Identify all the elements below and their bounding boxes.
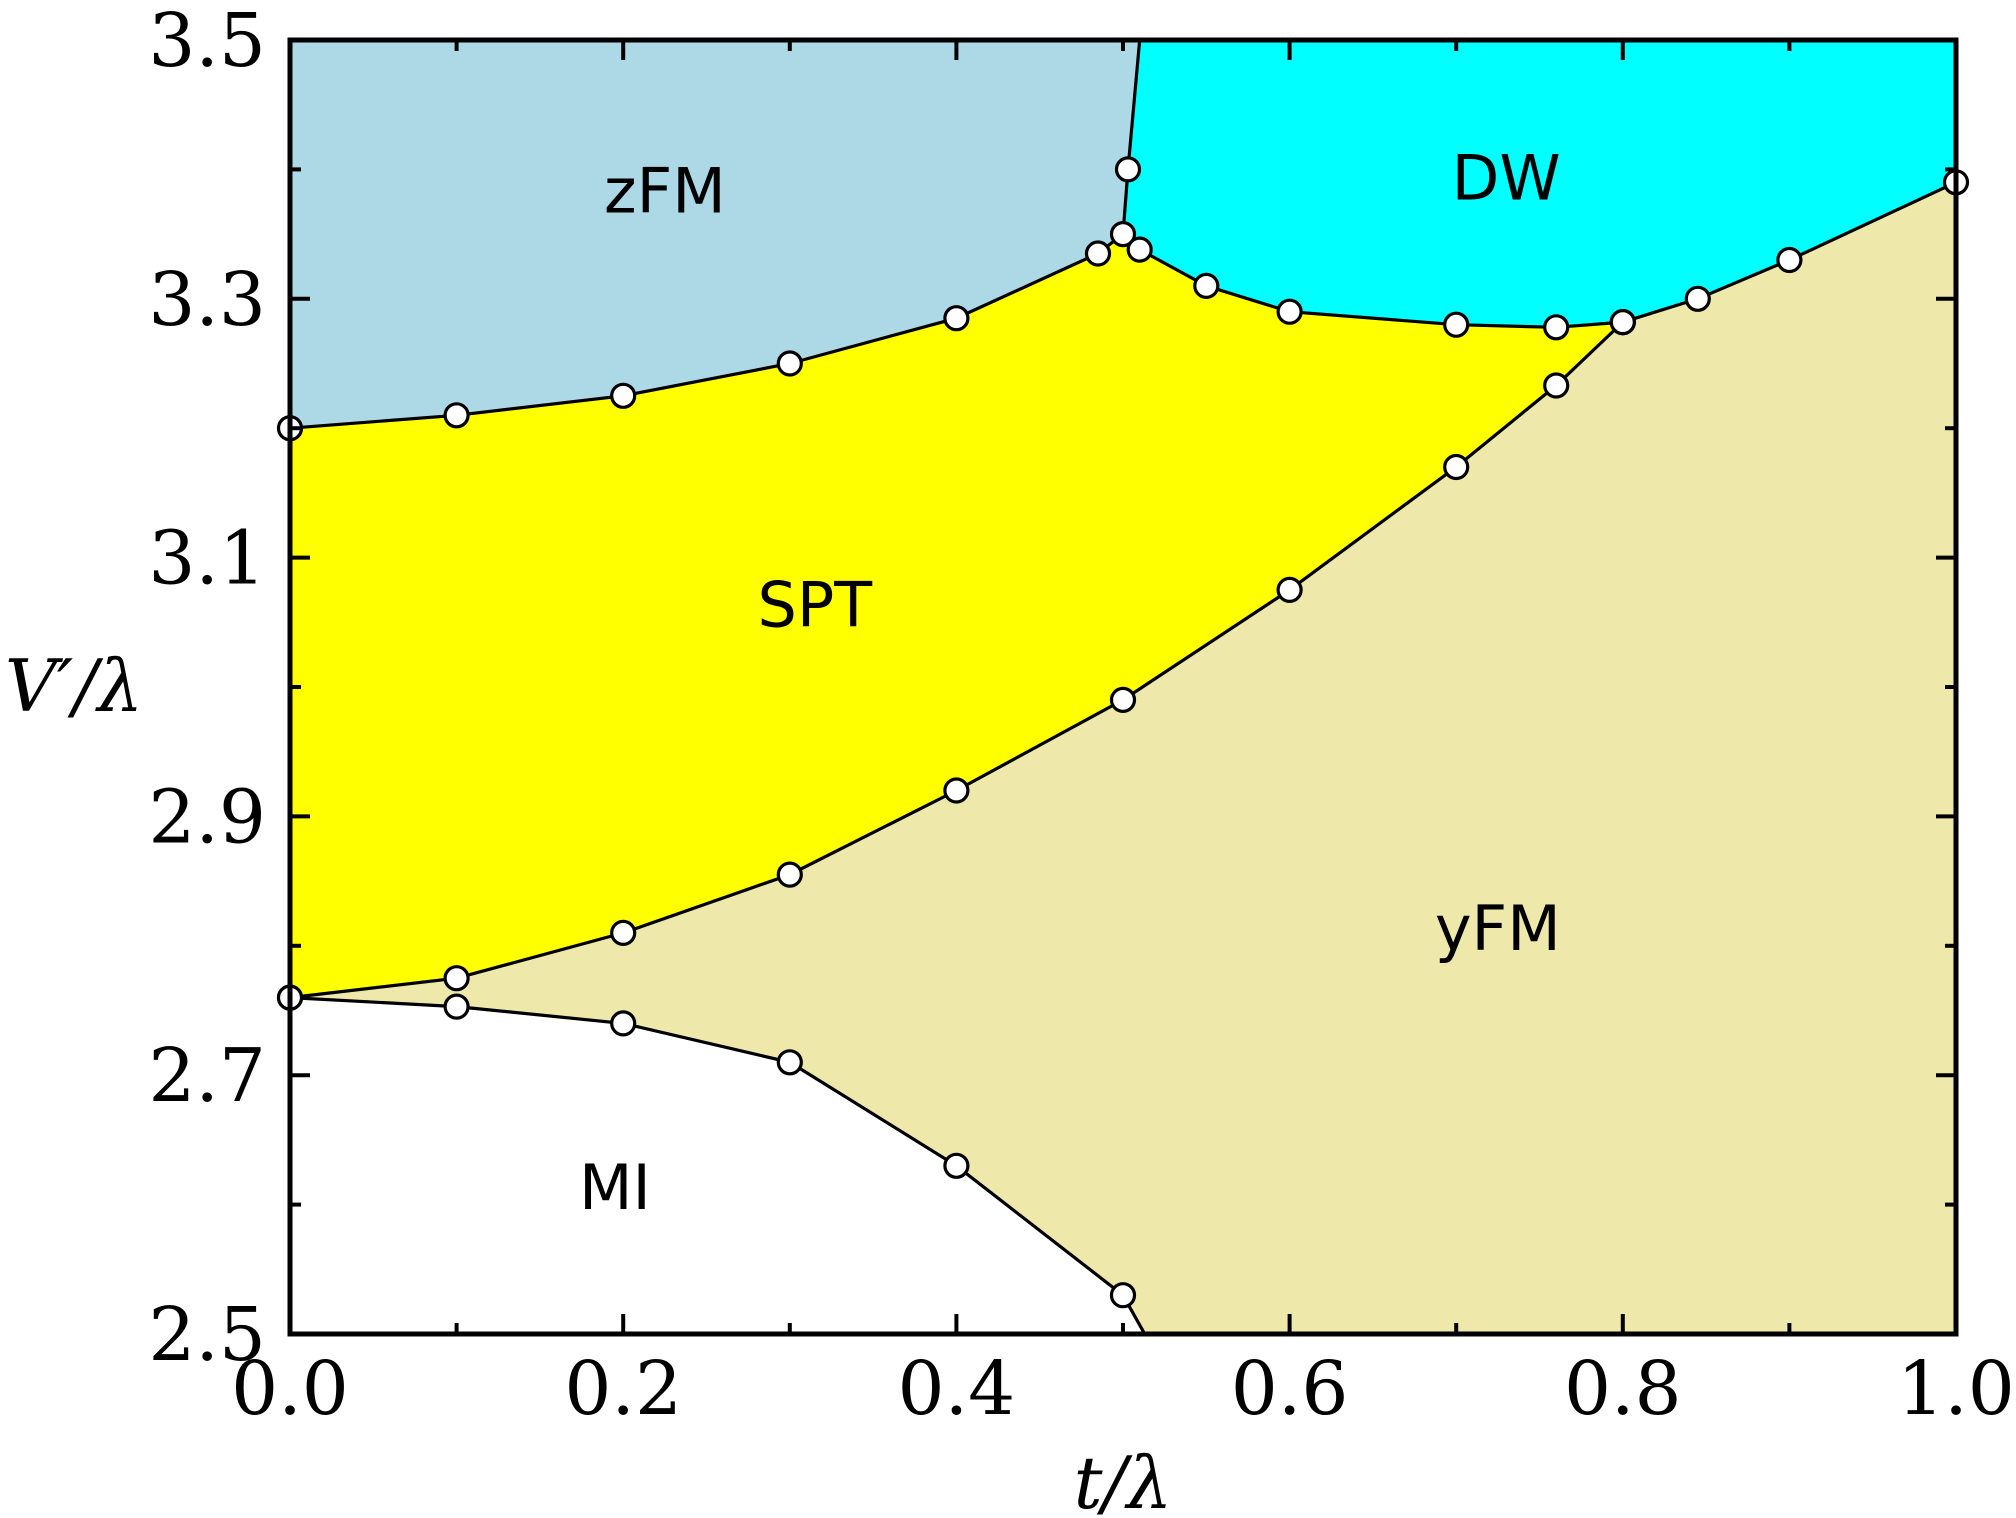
region-label-spt: SPT [757,568,873,641]
boundary-point [1126,236,1153,263]
boundary-point [1109,1282,1137,1309]
boundary-point [1276,298,1303,325]
boundary-point [943,777,970,804]
boundary-point [1109,221,1137,248]
boundary-spt-yfm [289,320,1624,1000]
boundary-dw-yfm [1622,180,1957,324]
boundary-point [1684,285,1711,312]
y-tick-label: 3.1 [148,516,266,602]
y-axis-label: V′/λ [5,644,143,728]
y-tick-label: 2.7 [148,1033,266,1119]
x-axis-label: t/λ [1074,1441,1173,1518]
phase-regions [289,39,1957,1335]
region-label-zfm: zFM [604,154,726,227]
x-tick-label: 0.6 [1231,1346,1349,1432]
boundary-point [1193,272,1220,299]
region-label-yfm: yFM [1435,892,1561,965]
axis-ticks [288,38,1958,1336]
boundary-point [943,305,970,332]
x-tick-label: 0.8 [1564,1346,1682,1432]
boundary-point [1609,309,1636,336]
boundary-point [443,965,470,992]
boundary-point [1114,156,1142,183]
boundary-point [610,1010,637,1037]
boundary-point [1543,314,1570,341]
region-label-mi: MI [579,1151,651,1224]
axis-tick-labels: 0.0 0.2 0.4 0.6 0.8 1.0 2.5 2.7 2.9 3.1 3.3 3.5 [148,0,2015,1432]
boundary-point [1543,372,1570,399]
boundary-point [776,1049,803,1076]
boundary-point [1109,686,1137,714]
boundary-point [1443,453,1470,481]
region-label-dw: DW [1452,141,1561,214]
x-tick-label: 0.4 [898,1346,1016,1432]
boundary-point [776,350,803,377]
boundary-point [443,402,470,429]
boundary-point [1084,240,1112,267]
x-tick-label: 0.0 [231,1346,349,1432]
y-tick-label: 3.3 [148,257,266,343]
y-tick-label: 2.5 [148,1292,266,1378]
boundary-point [443,993,470,1020]
x-tick-label: 0.2 [564,1346,682,1432]
boundary-point [943,1152,970,1179]
y-tick-label: 3.5 [148,0,266,84]
boundary-point [610,382,637,409]
region-labels: zFM DW SPT yFM MI [579,141,1561,1223]
boundary-point [776,861,803,888]
y-tick-label: 2.9 [148,774,266,860]
x-tick-label: 1.0 [1897,1346,2015,1432]
boundary-point [1776,246,1803,274]
boundary-point [610,919,637,947]
boundary-point [1443,311,1470,338]
boundary-point [1276,576,1303,604]
